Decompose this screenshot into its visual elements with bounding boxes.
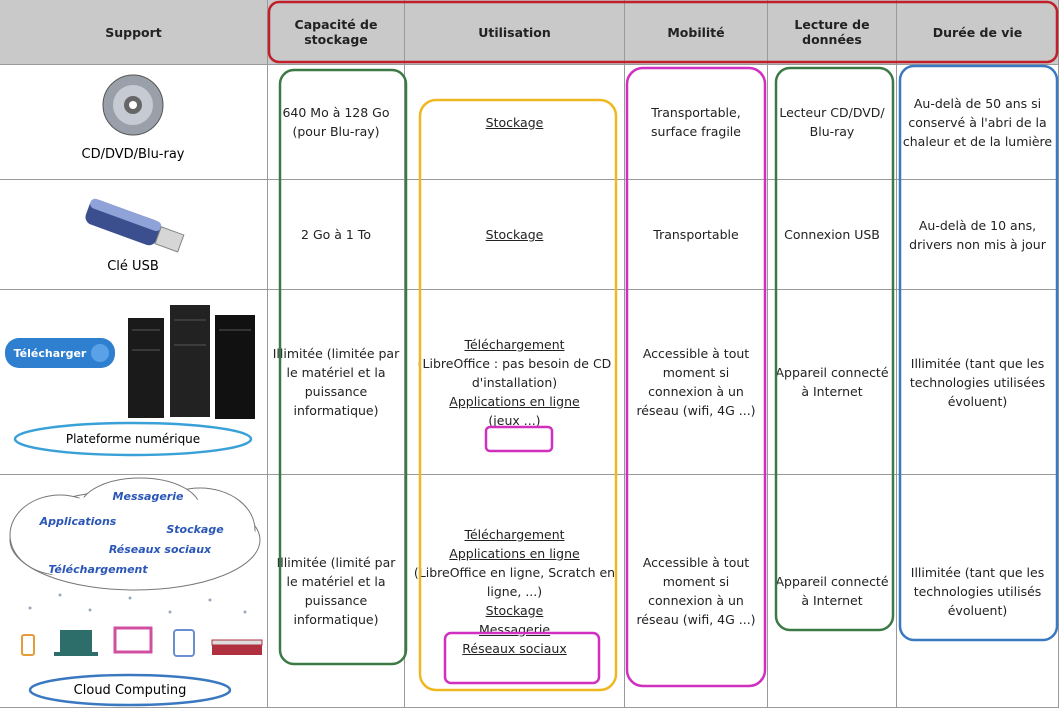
header-cell: Mobilité — [625, 0, 768, 65]
cloud-word: Applications — [39, 515, 117, 528]
lifetime-cell: Illimitée (tant que les technologies uti… — [897, 290, 1059, 475]
header-cell: Lecture de données — [768, 0, 897, 65]
usage-item: Téléchargement — [464, 526, 565, 542]
header-cell: Support — [0, 0, 268, 65]
usage-cell: Téléchargement Applications en ligne (Libr… — [405, 475, 625, 708]
capacity-cell: 640 Mo à 128 Go (pour Blu-ray) — [268, 65, 405, 180]
usage-cell: Téléchargement (LibreOffice : pas besoin … — [405, 290, 625, 475]
header-cell: Utilisation — [405, 0, 625, 65]
capacity-cell: Illimitée (limité par le matériel et la … — [268, 475, 405, 708]
reading-cell: Appareil connecté à Internet — [768, 290, 897, 475]
lifetime-cell: Au-delà de 50 ans si conservé à l'abri d… — [897, 65, 1059, 180]
header-cell: Capacité de stockage — [268, 0, 405, 65]
lifetime-cell: Illimitée (tant que les technologies uti… — [897, 475, 1059, 708]
usage-item: Applications en ligne — [449, 545, 580, 561]
header-cell: Durée de vie — [897, 0, 1059, 65]
support-cell — [0, 65, 268, 180]
cloud-word: Messagerie — [113, 490, 184, 503]
mobility-cell: Accessible à tout moment si connexion à … — [625, 290, 768, 475]
usage-item: Téléchargement — [464, 336, 565, 352]
usage-item: Stockage — [485, 227, 544, 242]
support-label: Clé USB — [107, 259, 159, 274]
reading-cell: Lecteur CD/DVD/ Blu-ray — [768, 65, 897, 180]
usage-item: (jeux ...) — [488, 412, 541, 428]
cloud-word: Stockage — [166, 523, 224, 536]
support-cell — [0, 180, 268, 290]
usage-item: Messagerie — [478, 621, 551, 637]
capacity-cell: Illimitée (limitée par le matériel et la… — [268, 290, 405, 475]
mobility-cell: Accessible à tout moment si connexion à … — [625, 475, 768, 708]
capacity-cell: 2 Go à 1 To — [268, 180, 405, 290]
support-label: Cloud Computing — [74, 683, 187, 698]
usage-item: Applications en ligne — [449, 393, 580, 409]
reading-cell: Connexion USB — [768, 180, 897, 290]
lifetime-cell: Au-delà de 10 ans, drivers non mis à jou… — [897, 180, 1059, 290]
cloud-word: Téléchargement — [48, 563, 148, 576]
usage-cell: Stockage — [405, 180, 625, 290]
mobility-cell: Transportable, surface fragile — [625, 65, 768, 180]
usage-item: Stockage — [485, 114, 544, 130]
usage-item: Réseaux sociaux — [462, 640, 567, 656]
support-label: CD/DVD/Blu-ray — [82, 147, 185, 162]
support-label: Plateforme numérique — [66, 432, 200, 446]
usage-item: Stockage — [485, 602, 544, 618]
mobility-cell: Transportable — [625, 180, 768, 290]
cloud-word: Réseaux sociaux — [109, 543, 212, 556]
usage-cell: Stockage — [405, 65, 625, 180]
usage-item: (LibreOffice en ligne, Scratch en ligne,… — [413, 564, 616, 599]
support-icons: CD/DVD/Blu-ray Clé USB Télécharger Plate… — [5, 74, 263, 698]
usage-item: (LibreOffice : pas besoin de CD d'instal… — [417, 355, 612, 390]
reading-cell: Appareil connecté à Internet — [768, 475, 897, 708]
download-button: Télécharger — [14, 347, 87, 360]
support-cell — [0, 290, 268, 475]
